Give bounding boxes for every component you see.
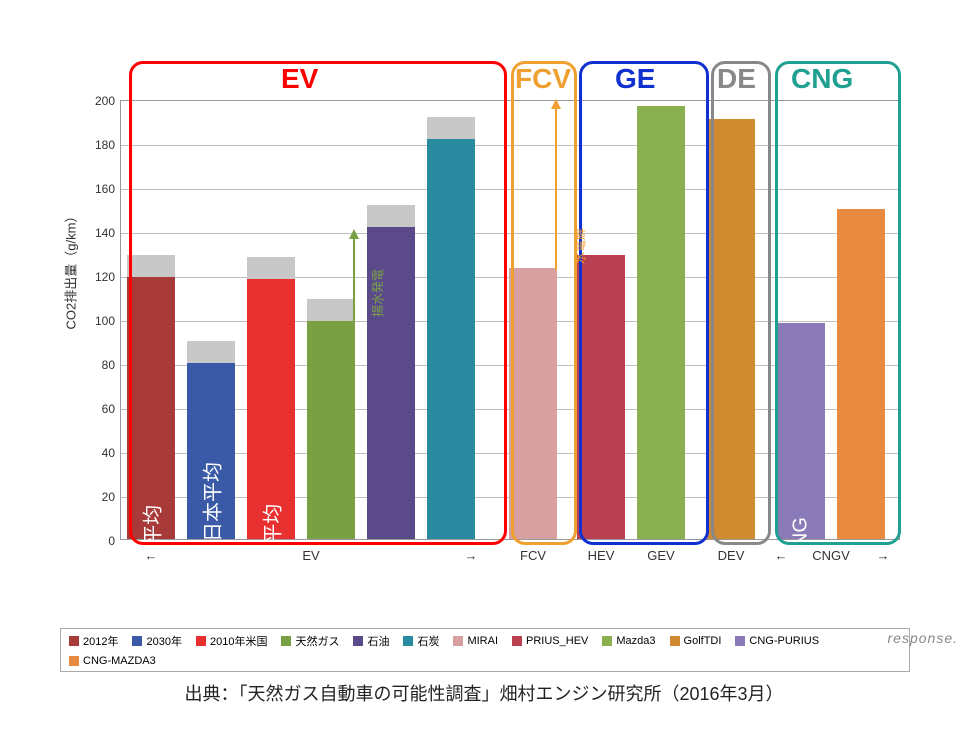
- annotation-arrow-a2: [555, 101, 557, 270]
- y-tick-label: 200: [95, 94, 115, 108]
- annotation-text-a2: 水電解: [571, 228, 588, 264]
- annotation-text-a1: 揚水発電: [369, 269, 386, 317]
- annotation-arrow-a1: [353, 231, 355, 323]
- annotation-arrowhead-a1: [349, 229, 359, 239]
- legend-swatch: [602, 636, 612, 646]
- y-tick-label: 160: [95, 182, 115, 196]
- y-tick-label: 180: [95, 138, 115, 152]
- y-tick-label: 80: [102, 358, 115, 372]
- legend-item: 2010年米国: [196, 633, 267, 649]
- group-label-fcv: FCV: [515, 63, 571, 95]
- legend-item: CNG-PURIUS: [735, 635, 819, 647]
- legend-label: MIRAI: [467, 635, 498, 647]
- legend-swatch: [735, 636, 745, 646]
- x-category-label: DEV: [718, 548, 745, 563]
- x-category-label: HEV: [588, 548, 615, 563]
- y-tick-label: 120: [95, 270, 115, 284]
- plot-area: 0204060801001201401601802002012年日本平均2030…: [120, 100, 900, 540]
- legend-swatch: [353, 636, 363, 646]
- legend-swatch: [196, 636, 206, 646]
- legend-label: 天然ガス: [295, 633, 339, 649]
- legend-label: Mazda3: [616, 635, 655, 647]
- x-category-label: EV: [302, 548, 319, 563]
- legend-item: CNG-MAZDA3: [69, 655, 156, 667]
- y-tick-label: 0: [108, 534, 115, 548]
- x-category-label: GEV: [647, 548, 674, 563]
- group-box-de: [711, 61, 771, 545]
- x-category-label: CNGV: [812, 548, 850, 563]
- group-label-ge: GE: [615, 63, 655, 95]
- y-tick-label: 140: [95, 226, 115, 240]
- legend-swatch: [281, 636, 291, 646]
- legend-item: 2030年: [132, 633, 181, 649]
- legend: 2012年 2030年 2010年米国 天然ガス 石油 石炭 MIRAI PRIUS_HEV M…: [60, 628, 910, 672]
- legend-item: 2012年: [69, 633, 118, 649]
- group-box-ev: [129, 61, 507, 545]
- legend-swatch: [512, 636, 522, 646]
- legend-swatch: [403, 636, 413, 646]
- legend-swatch: [69, 656, 79, 666]
- annotation-arrowhead-a2: [551, 99, 561, 109]
- legend-label: 石油: [367, 633, 389, 649]
- group-label-ev: EV: [281, 63, 318, 95]
- legend-label: 2010年米国: [210, 633, 267, 649]
- legend-swatch: [132, 636, 142, 646]
- x-category-label: FCV: [520, 548, 546, 563]
- y-axis-label: CO2排出量（g/km）: [61, 210, 80, 330]
- group-label-de: DE: [717, 63, 756, 95]
- y-tick-label: 40: [102, 446, 115, 460]
- legend-item: Mazda3: [602, 635, 655, 647]
- group-label-cng: CNG: [791, 63, 853, 95]
- y-tick-label: 100: [95, 314, 115, 328]
- legend-item: 石油: [353, 633, 389, 649]
- source-citation: 出典：「天然ガス自動車の可能性調査」畑村エンジン研究所（2016年3月）: [0, 680, 968, 706]
- legend-label: 2012年: [83, 633, 118, 649]
- legend-item: PRIUS_HEV: [512, 635, 588, 647]
- watermark: response.: [888, 630, 958, 646]
- legend-label: 石炭: [417, 633, 439, 649]
- legend-label: GolfTDI: [684, 635, 722, 647]
- group-box-cng: [775, 61, 901, 545]
- legend-swatch: [453, 636, 463, 646]
- legend-label: CNG-MAZDA3: [83, 655, 156, 667]
- x-category-label: →: [465, 548, 478, 563]
- legend-label: 2030年: [146, 633, 181, 649]
- group-box-ge: [579, 61, 709, 545]
- legend-swatch: [670, 636, 680, 646]
- legend-item: MIRAI: [453, 635, 498, 647]
- legend-item: GolfTDI: [670, 635, 722, 647]
- legend-label: PRIUS_HEV: [526, 635, 588, 647]
- legend-item: 石炭: [403, 633, 439, 649]
- legend-label: CNG-PURIUS: [749, 635, 819, 647]
- legend-swatch: [69, 636, 79, 646]
- x-category-label: ←: [145, 548, 158, 563]
- x-category-label: ←: [775, 548, 788, 563]
- x-category-label: →: [877, 548, 890, 563]
- legend-item: 天然ガス: [281, 633, 339, 649]
- group-box-fcv: [511, 61, 577, 545]
- chart-container: CO2排出量（g/km） 020406080100120140160180200…: [60, 40, 910, 600]
- y-tick-label: 60: [102, 402, 115, 416]
- y-tick-label: 20: [102, 490, 115, 504]
